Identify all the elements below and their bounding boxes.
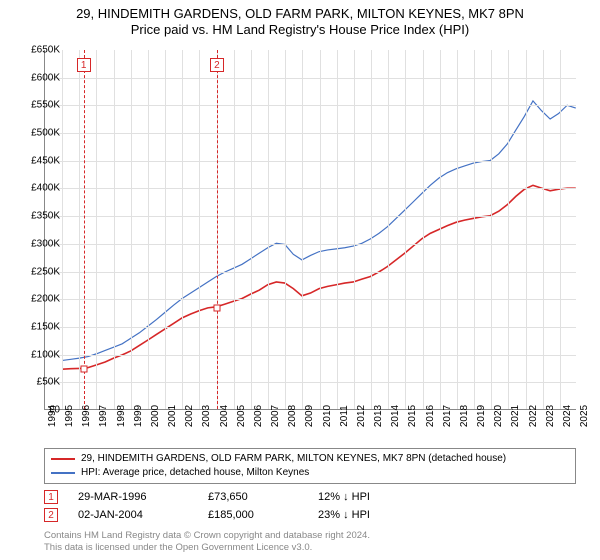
x-axis-label: 2018 xyxy=(459,405,470,427)
transaction-pct-1: 12% ↓ HPI xyxy=(318,491,428,503)
x-axis-label: 2023 xyxy=(545,405,556,427)
x-axis-label: 2025 xyxy=(579,405,590,427)
legend-row-hpi: HPI: Average price, detached house, Milt… xyxy=(51,466,569,480)
transaction-date-1: 29-MAR-1996 xyxy=(78,491,188,503)
title-block: 29, HINDEMITH GARDENS, OLD FARM PARK, MI… xyxy=(0,0,600,39)
chart-container: 29, HINDEMITH GARDENS, OLD FARM PARK, MI… xyxy=(0,0,600,560)
x-axis-label: 2022 xyxy=(528,405,539,427)
legend-row-property: 29, HINDEMITH GARDENS, OLD FARM PARK, MI… xyxy=(51,452,569,466)
x-axis-label: 2019 xyxy=(476,405,487,427)
y-axis-label: £100K xyxy=(31,349,60,360)
x-axis-label: 1996 xyxy=(81,405,92,427)
x-axis-label: 1997 xyxy=(98,405,109,427)
transaction-price-2: £185,000 xyxy=(208,509,298,521)
x-axis-label: 1995 xyxy=(64,405,75,427)
x-axis-label: 1999 xyxy=(133,405,144,427)
x-axis-label: 2000 xyxy=(150,405,161,427)
y-axis-label: £200K xyxy=(31,294,60,305)
y-axis-label: £600K xyxy=(31,72,60,83)
x-axis-label: 2004 xyxy=(219,405,230,427)
x-axis-label: 2003 xyxy=(201,405,212,427)
legend-label-property: 29, HINDEMITH GARDENS, OLD FARM PARK, MI… xyxy=(81,452,506,466)
footer-line-2: This data is licensed under the Open Gov… xyxy=(44,542,576,554)
x-axis-label: 1998 xyxy=(116,405,127,427)
chart-plot-area: 12 xyxy=(44,50,576,410)
y-axis-label: £150K xyxy=(31,321,60,332)
y-axis-label: £50K xyxy=(37,377,60,388)
x-axis-label: 2014 xyxy=(390,405,401,427)
x-axis-label: 2008 xyxy=(287,405,298,427)
y-axis-label: £550K xyxy=(31,100,60,111)
transaction-row: 2 02-JAN-2004 £185,000 23% ↓ HPI xyxy=(44,508,576,522)
x-axis-label: 2021 xyxy=(510,405,521,427)
x-axis-label: 2012 xyxy=(356,405,367,427)
transaction-marker-2: 2 xyxy=(44,508,58,522)
x-axis-label: 2010 xyxy=(322,405,333,427)
x-axis-label: 1994 xyxy=(47,405,58,427)
x-axis-label: 2006 xyxy=(253,405,264,427)
x-axis-label: 2020 xyxy=(493,405,504,427)
x-axis-label: 2013 xyxy=(373,405,384,427)
x-axis-label: 2002 xyxy=(184,405,195,427)
y-axis-label: £500K xyxy=(31,128,60,139)
title-line-1: 29, HINDEMITH GARDENS, OLD FARM PARK, MI… xyxy=(0,6,600,22)
x-axis-label: 2001 xyxy=(167,405,178,427)
plot-region: 12 xyxy=(44,50,576,410)
legend-box: 29, HINDEMITH GARDENS, OLD FARM PARK, MI… xyxy=(44,448,576,484)
transaction-price-1: £73,650 xyxy=(208,491,298,503)
y-axis-label: £300K xyxy=(31,238,60,249)
x-axis-label: 2009 xyxy=(304,405,315,427)
x-axis-label: 2017 xyxy=(442,405,453,427)
x-axis-label: 2016 xyxy=(425,405,436,427)
transaction-marker-1: 1 xyxy=(44,490,58,504)
event-marker-1: 1 xyxy=(77,58,91,72)
legend-swatch-hpi xyxy=(51,472,75,474)
y-axis-label: £650K xyxy=(31,45,60,56)
x-axis-label: 2011 xyxy=(339,405,350,427)
transaction-pct-2: 23% ↓ HPI xyxy=(318,509,428,521)
x-axis-label: 2015 xyxy=(407,405,418,427)
footer-attribution: Contains HM Land Registry data © Crown c… xyxy=(44,530,576,554)
event-marker-2: 2 xyxy=(210,58,224,72)
footer-line-1: Contains HM Land Registry data © Crown c… xyxy=(44,530,576,542)
x-axis-label: 2005 xyxy=(236,405,247,427)
legend-label-hpi: HPI: Average price, detached house, Milt… xyxy=(81,466,309,480)
y-axis-label: £250K xyxy=(31,266,60,277)
y-axis-label: £400K xyxy=(31,183,60,194)
transaction-date-2: 02-JAN-2004 xyxy=(78,509,188,521)
legend-swatch-property xyxy=(51,458,75,460)
x-axis-label: 2024 xyxy=(562,405,573,427)
y-axis-label: £450K xyxy=(31,155,60,166)
transactions-block: 1 29-MAR-1996 £73,650 12% ↓ HPI 2 02-JAN… xyxy=(44,490,576,526)
x-axis-label: 2007 xyxy=(270,405,281,427)
y-axis-label: £350K xyxy=(31,211,60,222)
title-line-2: Price paid vs. HM Land Registry's House … xyxy=(0,22,600,38)
transaction-row: 1 29-MAR-1996 £73,650 12% ↓ HPI xyxy=(44,490,576,504)
